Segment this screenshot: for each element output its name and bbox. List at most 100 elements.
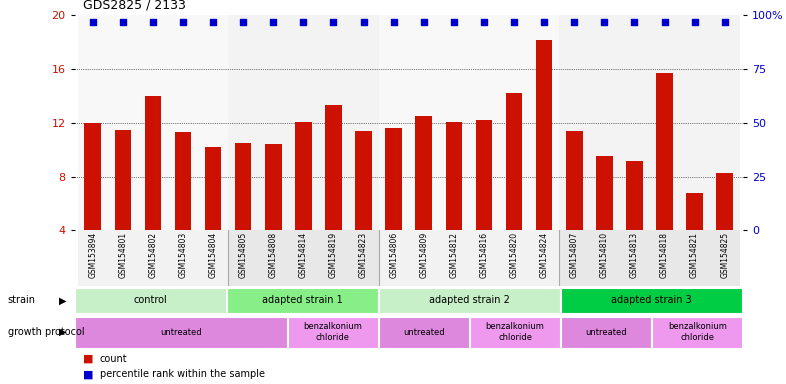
Point xyxy=(598,19,611,25)
Point xyxy=(568,19,581,25)
Text: untreated: untreated xyxy=(160,328,202,337)
Text: GSM154814: GSM154814 xyxy=(299,232,308,278)
Bar xyxy=(228,15,379,230)
Point xyxy=(508,19,520,25)
Point xyxy=(478,19,490,25)
Bar xyxy=(205,147,222,284)
Point xyxy=(387,19,400,25)
Text: ■: ■ xyxy=(83,369,93,379)
Text: control: control xyxy=(134,295,167,306)
Bar xyxy=(75,316,287,348)
Point xyxy=(147,19,160,25)
Bar xyxy=(115,129,131,284)
Text: ■: ■ xyxy=(83,354,93,364)
Text: GSM154802: GSM154802 xyxy=(149,232,157,278)
Point xyxy=(718,19,731,25)
Bar xyxy=(295,121,312,284)
Text: adapted strain 3: adapted strain 3 xyxy=(612,295,692,306)
Text: GSM154810: GSM154810 xyxy=(600,232,609,278)
Point xyxy=(267,19,280,25)
Text: GSM154818: GSM154818 xyxy=(660,232,669,278)
Text: GSM154823: GSM154823 xyxy=(359,232,368,278)
Point xyxy=(447,19,460,25)
Text: untreated: untreated xyxy=(403,328,445,337)
Text: GSM154809: GSM154809 xyxy=(419,232,428,278)
Text: GSM154807: GSM154807 xyxy=(570,232,578,278)
Bar xyxy=(78,15,228,230)
Text: GSM154805: GSM154805 xyxy=(239,232,248,278)
Bar xyxy=(652,316,742,348)
Bar xyxy=(78,230,228,286)
Text: GSM154821: GSM154821 xyxy=(690,232,699,278)
Bar xyxy=(559,230,740,286)
Bar xyxy=(505,93,523,284)
Bar xyxy=(325,105,342,284)
Text: benzalkonium
chloride: benzalkonium chloride xyxy=(668,323,726,342)
Bar xyxy=(227,288,378,313)
Bar xyxy=(561,316,651,348)
Text: GSM154803: GSM154803 xyxy=(178,232,188,278)
Text: GSM154816: GSM154816 xyxy=(479,232,488,278)
Bar xyxy=(566,131,582,284)
Bar xyxy=(536,40,553,284)
Text: benzalkonium
chloride: benzalkonium chloride xyxy=(486,323,545,342)
Bar xyxy=(470,316,560,348)
Text: count: count xyxy=(100,354,127,364)
Text: GSM154820: GSM154820 xyxy=(509,232,519,278)
Point xyxy=(417,19,430,25)
Bar xyxy=(235,143,252,284)
Point xyxy=(297,19,310,25)
Point xyxy=(237,19,249,25)
Point xyxy=(116,19,129,25)
Text: GSM154819: GSM154819 xyxy=(329,232,338,278)
Bar xyxy=(716,172,733,284)
Text: GSM154824: GSM154824 xyxy=(540,232,549,278)
Text: GSM154806: GSM154806 xyxy=(389,232,399,278)
Point xyxy=(628,19,641,25)
Bar xyxy=(75,288,226,313)
Bar xyxy=(561,288,742,313)
Point xyxy=(207,19,219,25)
Text: adapted strain 2: adapted strain 2 xyxy=(429,295,510,306)
Text: strain: strain xyxy=(8,295,36,306)
Bar xyxy=(228,230,379,286)
Bar xyxy=(385,128,402,284)
Bar xyxy=(559,15,740,230)
Text: adapted strain 1: adapted strain 1 xyxy=(262,295,343,306)
Point xyxy=(358,19,370,25)
Bar xyxy=(626,161,643,284)
Bar xyxy=(84,123,101,284)
Bar xyxy=(379,230,559,286)
Bar xyxy=(656,73,673,284)
Point xyxy=(658,19,670,25)
Bar xyxy=(288,316,378,348)
Text: GSM154801: GSM154801 xyxy=(119,232,127,278)
Text: GSM154808: GSM154808 xyxy=(269,232,277,278)
Text: GSM154812: GSM154812 xyxy=(450,232,458,278)
Bar xyxy=(145,96,161,284)
Bar xyxy=(174,132,191,284)
Text: benzalkonium
chloride: benzalkonium chloride xyxy=(303,323,362,342)
Text: ▶: ▶ xyxy=(59,295,67,306)
Bar xyxy=(265,144,281,284)
Point xyxy=(86,19,99,25)
Bar xyxy=(379,288,560,313)
Bar xyxy=(379,316,469,348)
Bar xyxy=(355,131,372,284)
Bar xyxy=(446,121,462,284)
Bar xyxy=(379,15,559,230)
Text: percentile rank within the sample: percentile rank within the sample xyxy=(100,369,265,379)
Point xyxy=(327,19,340,25)
Bar xyxy=(686,193,703,284)
Point xyxy=(538,19,550,25)
Text: growth protocol: growth protocol xyxy=(8,327,84,337)
Bar xyxy=(596,157,612,284)
Text: GSM154825: GSM154825 xyxy=(720,232,729,278)
Point xyxy=(177,19,189,25)
Text: GSM154804: GSM154804 xyxy=(208,232,218,278)
Text: GDS2825 / 2133: GDS2825 / 2133 xyxy=(83,0,185,12)
Point xyxy=(689,19,701,25)
Text: GSM154813: GSM154813 xyxy=(630,232,639,278)
Bar xyxy=(416,116,432,284)
Bar xyxy=(476,120,492,284)
